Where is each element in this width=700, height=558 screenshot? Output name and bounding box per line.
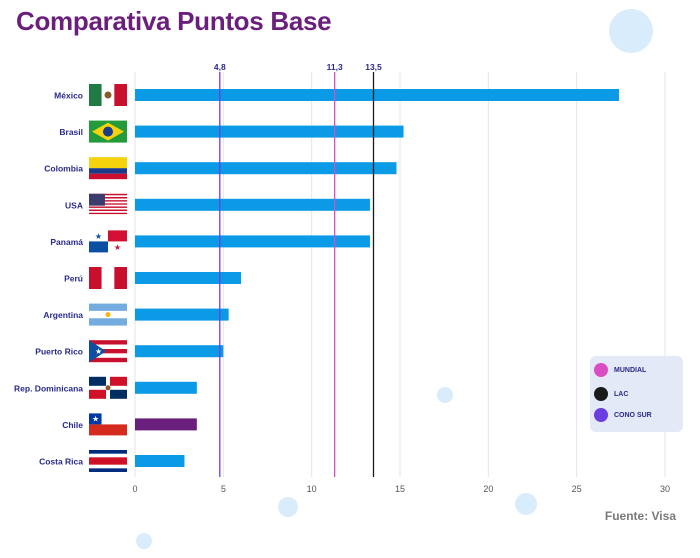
- peru-flag-icon: [89, 267, 127, 289]
- reference-line-label: 4,8: [214, 62, 226, 72]
- bar: [135, 272, 241, 284]
- category-label: Chile: [62, 420, 83, 430]
- source-note: Fuente: Visa: [604, 509, 676, 523]
- bar: [135, 162, 397, 175]
- category-label: Puerto Rico: [35, 347, 83, 357]
- legend-item-cono-sur: CONO SUR: [594, 406, 652, 424]
- bar: [135, 345, 224, 358]
- colombia-flag-icon: [89, 157, 127, 180]
- bar: [135, 235, 370, 248]
- reference-line-label: 13,5: [365, 62, 382, 72]
- x-tick-label: 5: [221, 484, 226, 494]
- category-label: Brasil: [59, 127, 83, 137]
- legend-item-mundial: MUNDIAL: [594, 361, 646, 379]
- legend-item-lac: LAC: [594, 385, 628, 403]
- legend-swatch-cono-sur: [594, 408, 608, 422]
- category-label: Colombia: [44, 164, 83, 174]
- x-tick-label: 10: [307, 484, 317, 494]
- bar: [135, 125, 404, 138]
- decorative-bubble: [609, 9, 653, 53]
- svg-text:★: ★: [95, 347, 102, 356]
- category-label: Argentina: [43, 310, 83, 320]
- svg-text:★: ★: [92, 414, 99, 423]
- bar: [135, 89, 620, 101]
- chile-flag-icon: ★: [89, 413, 127, 436]
- legend-label-lac: LAC: [614, 390, 629, 398]
- x-tick-label: 30: [660, 484, 670, 494]
- dominican-republic-flag-icon: [89, 376, 127, 399]
- legend-swatch-mundial: [594, 363, 608, 377]
- category-label: Rep. Dominicana: [14, 383, 83, 393]
- x-tick-label: 0: [132, 484, 137, 494]
- bar: [135, 198, 370, 211]
- category-label: México: [54, 91, 83, 101]
- category-label: Perú: [64, 274, 83, 284]
- legend-swatch-lac: [594, 387, 608, 401]
- puerto-rico-flag-icon: ★: [89, 340, 127, 363]
- decorative-bubble: [136, 533, 152, 549]
- decorative-bubble: [515, 493, 537, 515]
- panama-flag-icon: ★★: [89, 230, 127, 253]
- category-label: USA: [65, 200, 83, 210]
- legend-label-cono-sur: CONO SUR: [614, 411, 652, 419]
- usa-flag-icon: [89, 193, 127, 216]
- bar: [135, 455, 185, 467]
- chart-title: Comparativa Puntos Base: [16, 6, 332, 36]
- svg-text:★: ★: [114, 243, 121, 252]
- mexico-flag-icon: [89, 84, 127, 106]
- brazil-flag-icon: [89, 120, 127, 143]
- category-label: Costa Rica: [39, 457, 83, 467]
- decorative-bubble: [437, 387, 453, 403]
- x-tick-label: 25: [572, 484, 582, 494]
- svg-text:★: ★: [95, 232, 102, 241]
- bar: [135, 418, 197, 431]
- reference-line-label: 11,3: [327, 62, 343, 72]
- decorative-bubble: [278, 497, 298, 517]
- argentina-flag-icon: [89, 303, 127, 326]
- x-tick-label: 15: [395, 484, 405, 494]
- bar: [135, 381, 197, 394]
- x-tick-label: 20: [483, 484, 493, 494]
- bar: [135, 308, 229, 321]
- legend: MUNDIAL LAC CONO SUR: [590, 356, 683, 432]
- legend-label-mundial: MUNDIAL: [614, 366, 647, 374]
- costa-rica-flag-icon: [89, 450, 127, 472]
- category-label: Panamá: [50, 237, 83, 247]
